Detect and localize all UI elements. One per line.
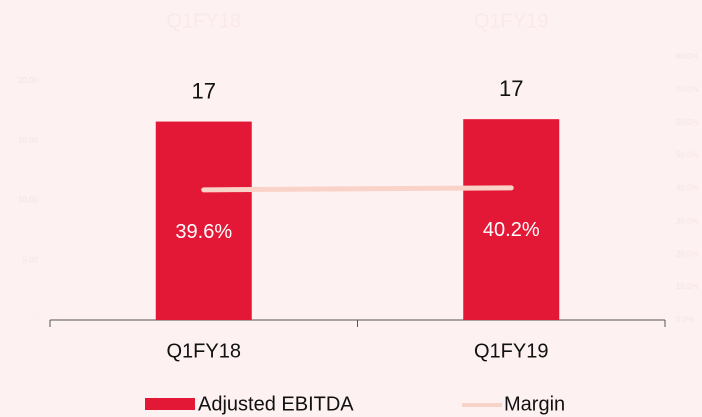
margin-value-label: 40.2% <box>483 219 540 241</box>
y2-tick-label: 60.0% <box>676 118 699 127</box>
y2-tick-label: 80.0% <box>676 52 699 61</box>
y-tick-label: 10.00 <box>18 196 39 205</box>
bar <box>463 119 560 320</box>
margin-value-label: 39.6% <box>175 221 232 243</box>
top-label: Q1FY19 <box>474 10 548 32</box>
legend-swatch <box>145 398 195 410</box>
y-tick-label: - <box>35 315 38 324</box>
legend-label: Margin <box>504 393 565 415</box>
margin-line <box>201 185 514 193</box>
y-tick-label: 20.00 <box>18 76 39 85</box>
y-tick-label: 15.00 <box>18 136 39 145</box>
y-tick-label: 5.00 <box>22 255 38 264</box>
y2-tick-label: 30.0% <box>676 216 699 225</box>
x-tick-label: Q1FY19 <box>474 340 548 362</box>
bar-value-label: 17 <box>192 78 216 103</box>
y2-tick-label: 0.0% <box>676 315 694 324</box>
y2-tick-label: 40.0% <box>676 184 699 193</box>
y2-tick-label: 10.0% <box>676 282 699 291</box>
x-tick-label: Q1FY18 <box>167 340 241 362</box>
y2-tick-label: 50.0% <box>676 151 699 160</box>
legend-label: Adjusted EBITDA <box>198 393 354 415</box>
bar-value-label: 17 <box>499 76 523 101</box>
top-label: Q1FY18 <box>167 10 241 32</box>
y2-tick-label: 70.0% <box>676 85 699 94</box>
y2-tick-label: 20.0% <box>676 249 699 258</box>
bar <box>155 121 252 321</box>
